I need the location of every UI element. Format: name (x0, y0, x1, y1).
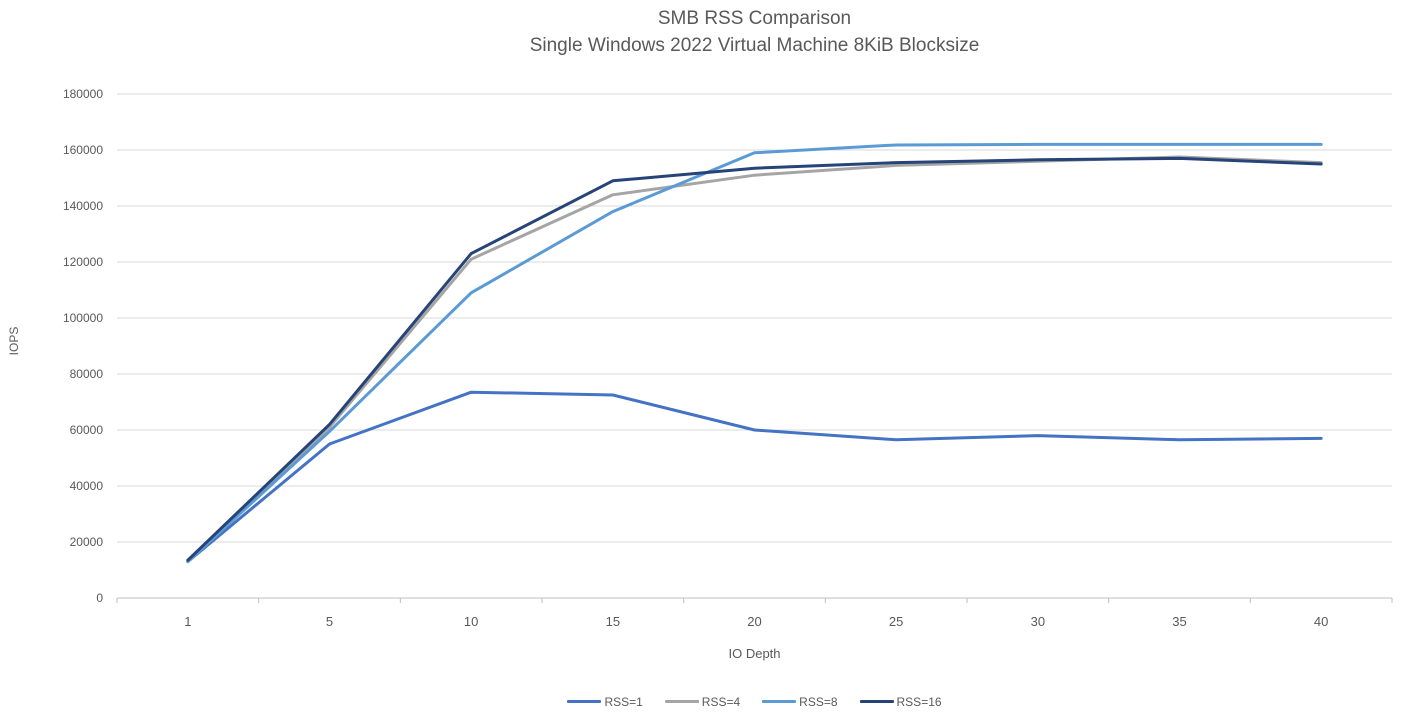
x-tick-label: 5 (326, 614, 333, 629)
x-tick-label: 40 (1314, 614, 1328, 629)
legend-item-rss-8: RSS=8 (762, 694, 838, 709)
y-tick-label: 40000 (70, 479, 104, 493)
legend-swatch (859, 700, 894, 703)
legend-label: RSS=4 (701, 694, 741, 709)
legend-swatch (762, 700, 797, 703)
legend-swatch (664, 700, 699, 703)
legend-label: RSS=8 (799, 694, 838, 709)
legend-item-rss-1: RSS=1 (567, 694, 643, 709)
series-line-rss-16 (186, 156, 1323, 562)
y-tick-label: 0 (96, 591, 103, 605)
series-line-rss-4 (186, 155, 1323, 564)
y-tick-label: 80000 (70, 367, 104, 381)
y-tick-label: 100000 (63, 311, 103, 325)
x-tick-label: 10 (464, 614, 478, 629)
x-tick-label: 30 (1031, 614, 1045, 629)
x-tick-label: 20 (747, 614, 761, 629)
legend-swatch (567, 700, 602, 703)
x-tick-label: 35 (1172, 614, 1186, 629)
legend-label: RSS=1 (604, 694, 643, 709)
y-tick-label: 180000 (63, 87, 103, 101)
y-axis-title: IOPS (7, 326, 21, 356)
x-tick-label: 1 (184, 614, 191, 629)
legend: RSS=1 RSS=4 RSS=8 RSS=16 (117, 692, 1392, 709)
y-tick-label: 60000 (70, 423, 104, 437)
y-tick-label: 20000 (70, 535, 104, 549)
y-tick-label: 120000 (63, 255, 103, 269)
y-tick-label: 160000 (63, 143, 103, 157)
chart-subtitle: Single Windows 2022 Virtual Machine 8KiB… (529, 35, 980, 56)
y-tick-label: 140000 (63, 199, 103, 213)
series-line-rss-1 (186, 390, 1323, 564)
legend-item-rss-4: RSS=4 (664, 694, 741, 709)
legend-item-rss-16: RSS=16 (859, 694, 942, 709)
series-line-rss-8 (186, 142, 1323, 564)
chart-title-block: SMB RSS Comparison Single Windows 2022 V… (117, 5, 1392, 59)
x-tick-label: 25 (889, 614, 903, 629)
chart-title: SMB RSS Comparison (657, 8, 852, 29)
x-axis-title: IO Depth (728, 646, 781, 661)
x-tick-label: 15 (606, 614, 620, 629)
legend-label: RSS=16 (896, 694, 942, 709)
